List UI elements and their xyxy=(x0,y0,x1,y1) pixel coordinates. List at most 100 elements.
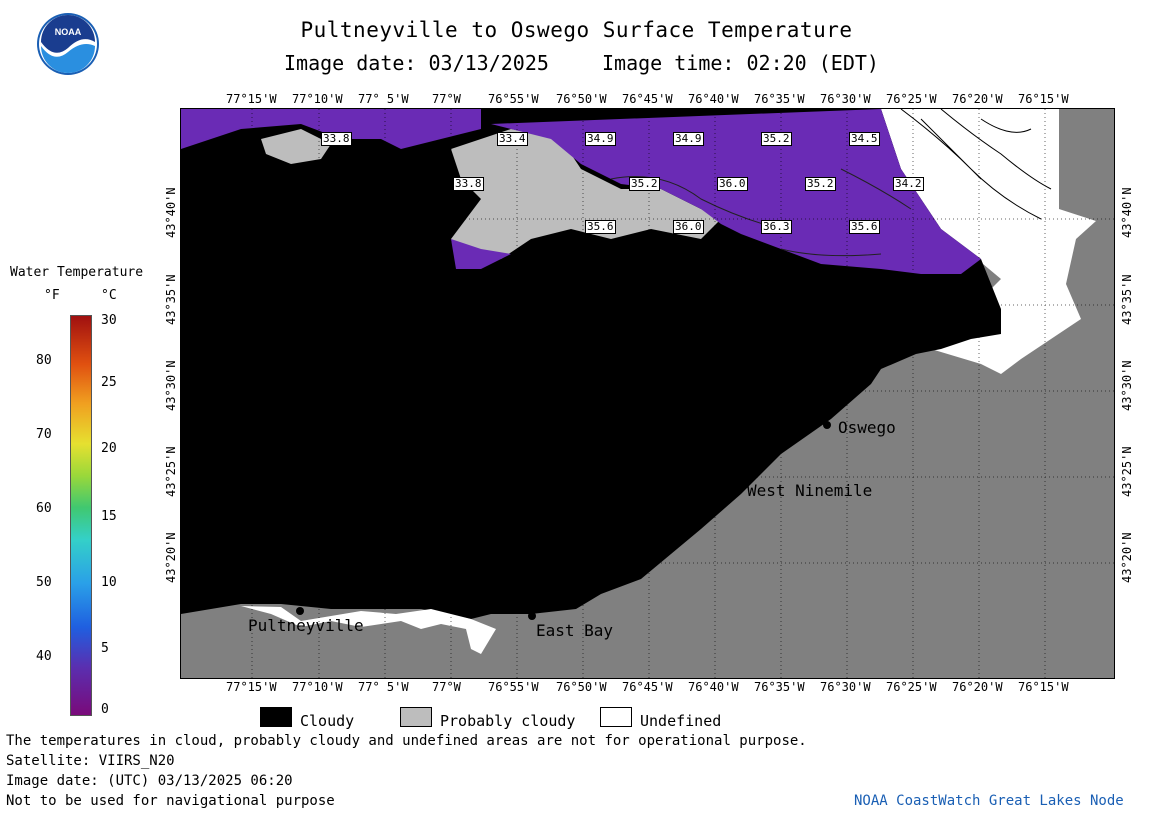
probably-cloudy-area-2 xyxy=(451,129,721,259)
lon-tick-bottom: 76°25'W xyxy=(886,680,937,694)
lat-tick-left: 43°30'N xyxy=(164,360,178,411)
place-label-east-bay: East Bay xyxy=(536,621,614,640)
temperature-label: 35.6 xyxy=(849,220,880,234)
lon-tick-top: 77°10'W xyxy=(292,92,343,106)
temperature-label: 33.8 xyxy=(321,132,352,146)
footer-note: The temperatures in cloud, probably clou… xyxy=(6,733,807,749)
temperature-label: 35.2 xyxy=(761,132,792,146)
temperature-label: 35.2 xyxy=(629,177,660,191)
key-undefined-swatch xyxy=(600,707,632,727)
noaa-logo: NOAA xyxy=(36,12,100,76)
temperature-label: 34.9 xyxy=(585,132,616,146)
legend-c-tick: 20 xyxy=(101,441,117,456)
lon-tick-top: 77°W xyxy=(432,92,461,106)
lon-tick-bottom: 76°30'W xyxy=(820,680,871,694)
lat-tick-right: 43°25'N xyxy=(1120,446,1134,497)
temperature-label: 36.0 xyxy=(717,177,748,191)
pultneyville-marker xyxy=(296,607,304,615)
undefined-area xyxy=(881,109,1096,374)
lon-tick-top: 77°15'W xyxy=(226,92,277,106)
legend-f-tick: 70 xyxy=(36,427,52,442)
lon-tick-bottom: 77° 5'W xyxy=(358,680,409,694)
lon-tick-bottom: 77°10'W xyxy=(292,680,343,694)
temperature-label: 36.0 xyxy=(673,220,704,234)
legend-f-tick: 50 xyxy=(36,575,52,590)
lat-tick-right: 43°20'N xyxy=(1120,532,1134,583)
legend-unit-f: °F xyxy=(44,288,60,303)
logo-text: NOAA xyxy=(55,27,82,37)
lon-tick-bottom: 77°15'W xyxy=(226,680,277,694)
oswego-marker xyxy=(823,421,831,429)
lon-tick-top: 76°20'W xyxy=(952,92,1003,106)
temperature-label: 35.6 xyxy=(585,220,616,234)
footer-satellite: Satellite: VIIRS_N20 xyxy=(6,753,175,769)
lat-tick-left: 43°40'N xyxy=(164,187,178,238)
legend-unit-c: °C xyxy=(101,288,117,303)
legend-c-tick: 25 xyxy=(101,375,117,390)
temperature-label: 34.5 xyxy=(849,132,880,146)
lat-tick-right: 43°30'N xyxy=(1120,360,1134,411)
grid-lines xyxy=(181,109,1114,678)
place-label-pultneyville: Pultneyville xyxy=(248,616,364,635)
lon-tick-top: 76°55'W xyxy=(488,92,539,106)
lon-tick-bottom: 76°40'W xyxy=(688,680,739,694)
probably-cloudy-area xyxy=(261,129,331,164)
temperature-label: 33.4 xyxy=(497,132,528,146)
legend-c-tick: 0 xyxy=(101,702,109,717)
key-cloudy-label: Cloudy xyxy=(300,712,355,730)
place-label-west-ninemile: West Ninemile xyxy=(747,481,873,500)
temperature-label: 36.3 xyxy=(761,220,792,234)
lon-tick-bottom: 76°45'W xyxy=(622,680,673,694)
place-label-oswego: Oswego xyxy=(838,418,896,437)
lon-tick-bottom: 76°55'W xyxy=(488,680,539,694)
key-cloudy-swatch xyxy=(260,707,292,727)
lon-tick-bottom: 76°20'W xyxy=(952,680,1003,694)
west-ninemile-marker xyxy=(733,472,741,480)
legend-c-tick: 5 xyxy=(101,641,109,656)
legend-c-tick: 15 xyxy=(101,509,117,524)
lon-tick-bottom: 76°35'W xyxy=(754,680,805,694)
image-time: Image time: 02:20 (EDT) xyxy=(602,51,879,75)
lon-tick-top: 76°40'W xyxy=(688,92,739,106)
legend-f-tick: 80 xyxy=(36,353,52,368)
image-date: Image date: 03/13/2025 xyxy=(284,51,549,75)
legend-f-tick: 60 xyxy=(36,501,52,516)
map-svg xyxy=(181,108,1114,678)
water-temp-area xyxy=(181,109,481,149)
lat-tick-right: 43°35'N xyxy=(1120,274,1134,325)
map-area xyxy=(180,108,1115,679)
lon-tick-top: 76°50'W xyxy=(556,92,607,106)
temperature-label: 34.9 xyxy=(673,132,704,146)
lon-tick-bottom: 76°50'W xyxy=(556,680,607,694)
legend-f-tick: 40 xyxy=(36,649,52,664)
lat-tick-left: 43°20'N xyxy=(164,532,178,583)
lat-tick-left: 43°35'N xyxy=(164,274,178,325)
coast-strip xyxy=(241,606,496,654)
legend-title: Water Temperature xyxy=(10,265,144,280)
lon-tick-bottom: 77°W xyxy=(432,680,461,694)
water-temp-area-3 xyxy=(451,239,511,269)
legend-c-tick: 10 xyxy=(101,575,117,590)
temperature-label: 33.8 xyxy=(453,177,484,191)
legend-c-tick: 30 xyxy=(101,313,117,328)
temperature-label: 34.2 xyxy=(893,177,924,191)
footer-utc-date: Image date: (UTC) 03/13/2025 06:20 xyxy=(6,773,293,789)
page-title: Pultneyville to Oswego Surface Temperatu… xyxy=(300,18,853,42)
lon-tick-top: 76°30'W xyxy=(820,92,871,106)
lat-tick-right: 43°40'N xyxy=(1120,187,1134,238)
lon-tick-top: 76°45'W xyxy=(622,92,673,106)
key-probably-cloudy-label: Probably cloudy xyxy=(440,712,576,730)
color-scale-bar xyxy=(70,315,92,716)
temperature-label: 35.2 xyxy=(805,177,836,191)
lon-tick-top: 77° 5'W xyxy=(358,92,409,106)
lat-tick-left: 43°25'N xyxy=(164,446,178,497)
key-undefined-label: Undefined xyxy=(640,712,722,730)
key-probably-cloudy-swatch xyxy=(400,707,432,727)
east-bay-marker xyxy=(528,612,536,620)
footer-credit: NOAA CoastWatch Great Lakes Node xyxy=(854,793,1124,809)
lon-tick-bottom: 76°15'W xyxy=(1018,680,1069,694)
lon-tick-top: 76°15'W xyxy=(1018,92,1069,106)
lon-tick-top: 76°25'W xyxy=(886,92,937,106)
lon-tick-top: 76°35'W xyxy=(754,92,805,106)
footer-nav-warning: Not to be used for navigational purpose xyxy=(6,793,335,809)
